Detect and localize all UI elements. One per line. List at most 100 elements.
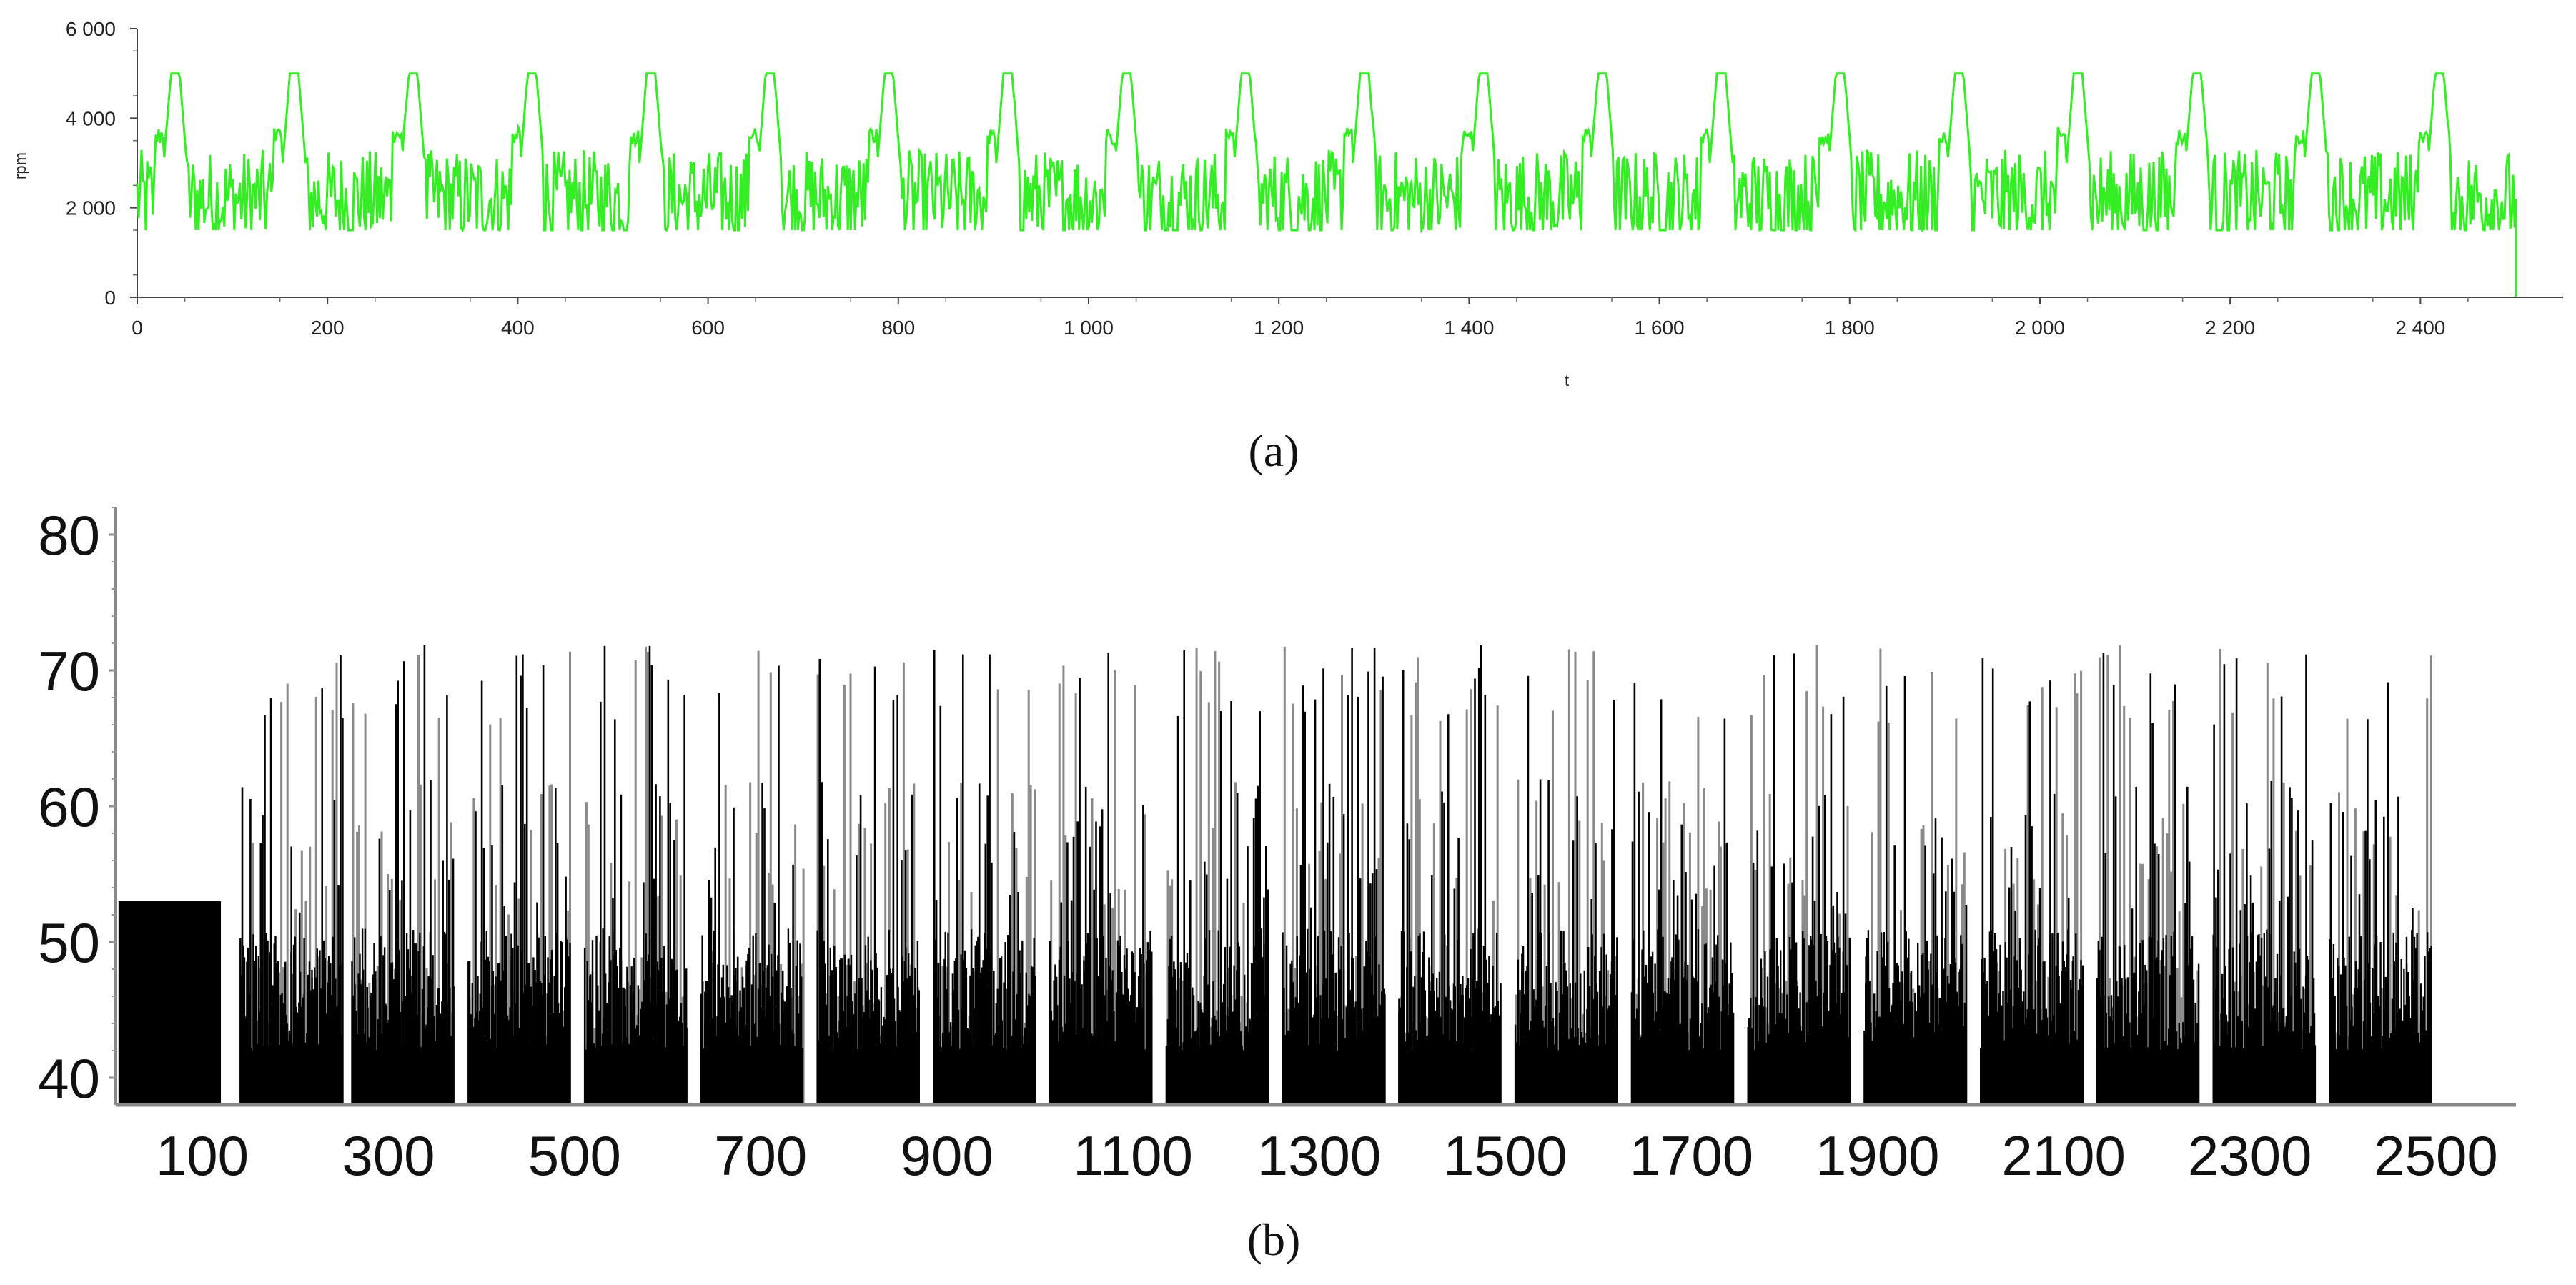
panel-b-bar xyxy=(2379,942,2382,1105)
panel-b-bar xyxy=(1465,709,1468,1105)
panel-b-bar xyxy=(916,941,919,1105)
panel-b-bar xyxy=(700,993,702,1105)
panel-b-bar xyxy=(1897,965,1899,1105)
panel-b-bar xyxy=(2309,1033,2311,1105)
panel-b-bar xyxy=(2427,932,2429,1105)
panel-b-bar xyxy=(704,1022,706,1105)
panel-b-bar xyxy=(2148,936,2151,1105)
panel-b-bar xyxy=(2244,1009,2246,1105)
panel-b-bar xyxy=(2166,1045,2169,1105)
panel-b-bar xyxy=(1254,946,1256,1105)
panel-b-bar xyxy=(555,998,557,1105)
panel-b-bar xyxy=(2271,1007,2273,1105)
panel-b-bar xyxy=(367,1008,369,1105)
panel-b-bar xyxy=(586,961,588,1105)
panel-b-bar xyxy=(1304,946,1306,1105)
panel-b-bar xyxy=(1140,954,1142,1105)
panel-b-bar xyxy=(1566,986,1569,1105)
panel-b-bar xyxy=(1564,962,1566,1105)
panel-b-bar xyxy=(2176,1049,2179,1105)
panel-b-bar xyxy=(1445,996,1447,1105)
panel-b-bar xyxy=(2044,961,2046,1105)
panel-b-bar xyxy=(2076,1039,2079,1105)
panel-b-bar xyxy=(497,1045,500,1105)
panel-b-bar xyxy=(1534,1007,1536,1105)
panel-b-bar xyxy=(1676,1004,1678,1105)
panel-b-bar xyxy=(1116,940,1119,1105)
panel-b-y-tick-label: 40 xyxy=(38,1047,100,1110)
panel-b-bar xyxy=(2170,936,2172,1105)
panel-b-bar xyxy=(903,961,906,1105)
panel-b-bar xyxy=(1946,1001,1948,1105)
panel-b-bar xyxy=(2157,940,2159,1105)
panel-b-bar xyxy=(1315,997,1318,1105)
panel-b-bar xyxy=(2069,980,2072,1105)
panel-b-bar xyxy=(1370,974,1372,1105)
panel-b-bar xyxy=(335,663,338,1105)
panel-b-bar xyxy=(2109,1016,2111,1105)
panel-b-bar xyxy=(289,1034,291,1105)
panel-b-bar xyxy=(701,935,703,1105)
panel-b-bar xyxy=(650,665,653,1105)
panel-b-bar xyxy=(973,1008,975,1105)
panel-b-bar xyxy=(1457,838,1460,1105)
panel-b-bar xyxy=(304,901,307,1105)
panel-b-bar xyxy=(316,948,318,1105)
panel-b-bar xyxy=(2118,946,2121,1105)
panel-b-bar xyxy=(1447,986,1450,1105)
panel-b-bar xyxy=(598,1010,600,1105)
panel-b-bar xyxy=(1640,1037,1642,1105)
panel-b-bar xyxy=(818,658,821,1105)
panel-b-bar xyxy=(2059,1046,2061,1105)
panel-b-bar xyxy=(1485,959,1487,1105)
panel-b-bar xyxy=(1893,845,1896,1105)
panel-b-bar xyxy=(2003,1040,2006,1105)
panel-b-bar xyxy=(352,995,355,1105)
panel-b-bar xyxy=(607,1031,610,1105)
panel-b-bar xyxy=(1447,714,1450,1105)
panel-b-bar xyxy=(515,655,518,1105)
panel-b-bar xyxy=(2175,1031,2178,1105)
panel-b-bar xyxy=(993,1008,995,1105)
panel-b-bar xyxy=(2162,938,2165,1105)
panel-b-bar xyxy=(1014,1024,1016,1105)
panel-b-bar xyxy=(634,1028,637,1105)
panel-b-bar xyxy=(590,1002,593,1105)
panel-b-bar xyxy=(1679,1023,1681,1105)
panel-b-bar xyxy=(1058,959,1061,1105)
panel-b-bar xyxy=(1132,953,1134,1105)
panel-b-bar xyxy=(1367,1025,1370,1105)
panel-b-bar xyxy=(1885,685,1888,1105)
panel-b-bar xyxy=(841,958,843,1105)
panel-b-bar xyxy=(1144,1049,1146,1105)
panel-b-x-tick-label: 900 xyxy=(901,1124,994,1187)
panel-b-bar xyxy=(1078,1023,1080,1105)
panel-b-bar xyxy=(2178,911,2181,1105)
panel-b-bar xyxy=(1410,951,1412,1105)
panel-b-bar xyxy=(587,824,590,1105)
panel-b-bar xyxy=(1871,832,1873,1105)
panel-b-bar xyxy=(952,990,954,1105)
panel-b-bar xyxy=(974,945,976,1105)
panel-b-bar xyxy=(1599,1007,1601,1105)
panel-b-bar xyxy=(1207,702,1210,1105)
panel-b-bar xyxy=(1818,805,1820,1105)
panel-b-bar xyxy=(1585,1043,1587,1105)
panel-b-bar xyxy=(594,1047,596,1105)
panel-b-bar xyxy=(1415,682,1417,1105)
panel-b-bar xyxy=(2075,933,2077,1105)
panel-b-bar xyxy=(395,941,397,1105)
panel-b-bar xyxy=(2331,978,2334,1105)
panel-b-bar xyxy=(1364,966,1366,1105)
panel-b-bar xyxy=(1675,934,1678,1105)
panel-b-bar xyxy=(2140,1013,2143,1105)
panel-b-bar xyxy=(2397,1019,2400,1105)
panel-b-bar xyxy=(1373,994,1375,1105)
panel-b-bar xyxy=(1476,981,1478,1105)
panel-b-bar xyxy=(477,1020,480,1105)
panel-b-bar xyxy=(744,1025,746,1105)
panel-b-bar xyxy=(1100,978,1102,1105)
panel-b-bar xyxy=(712,1018,714,1105)
panel-b-bar xyxy=(496,1048,498,1105)
